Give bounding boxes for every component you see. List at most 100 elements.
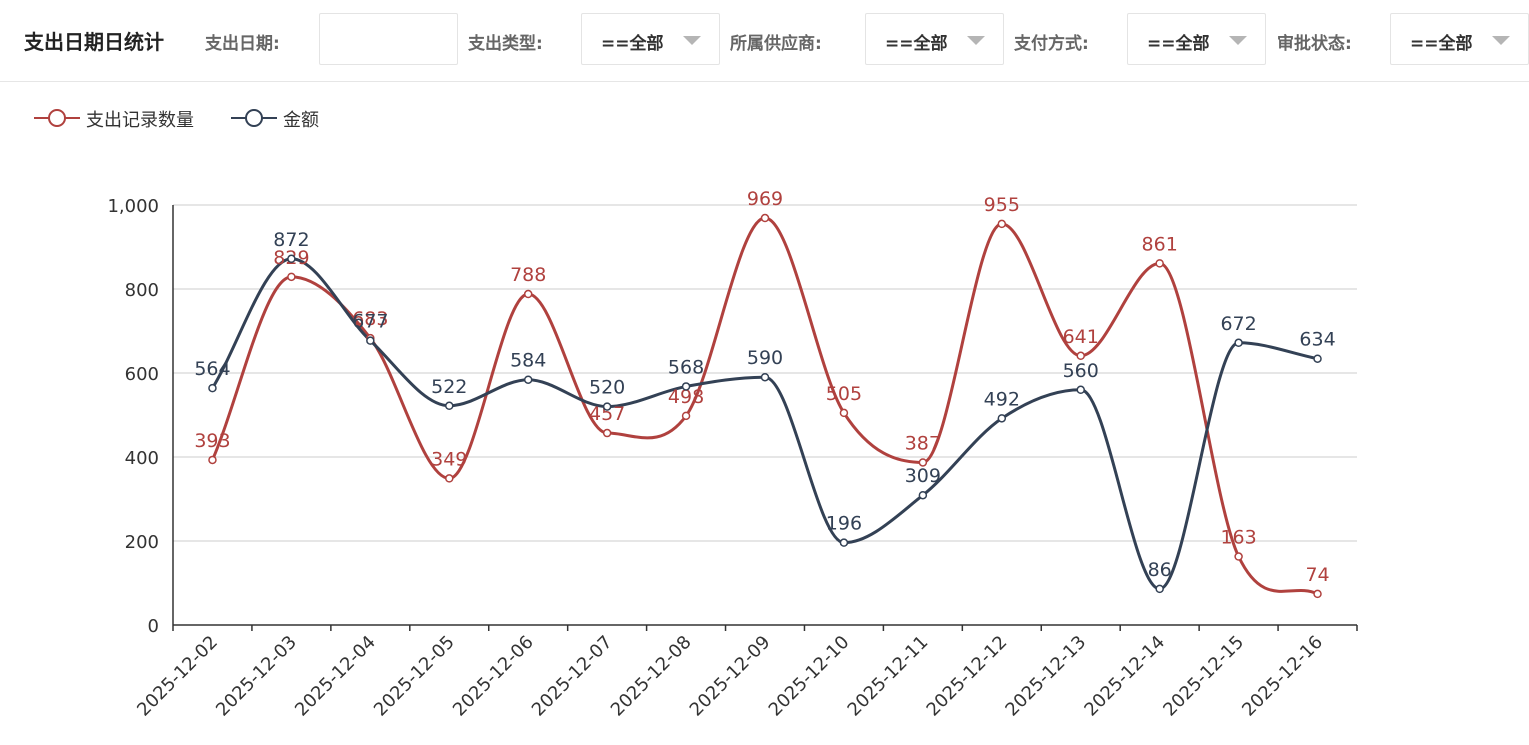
- approval-select[interactable]: ==全部: [1390, 13, 1529, 65]
- supplier-select[interactable]: ==全部: [865, 13, 1004, 65]
- legend-item-amount[interactable]: 金额: [231, 104, 331, 132]
- payment-select[interactable]: ==全部: [1127, 13, 1266, 65]
- y-tick-label: 0: [148, 616, 159, 637]
- data-label: 457: [589, 403, 625, 425]
- y-tick-label: 400: [125, 448, 159, 469]
- legend-line-circle-icon: [34, 109, 80, 127]
- chevron-down-icon: [1492, 36, 1510, 45]
- x-tick-label: 2025-12-11: [844, 632, 933, 721]
- y-tick-label: 200: [125, 532, 159, 553]
- data-label: 861: [1142, 233, 1178, 255]
- x-tick-label: 2025-12-14: [1080, 632, 1169, 721]
- type-select-value: ==全部: [601, 34, 664, 54]
- data-label: 163: [1220, 527, 1256, 549]
- data-point: [523, 289, 533, 299]
- data-point: [1313, 354, 1322, 363]
- data-point: [1076, 351, 1085, 361]
- data-point: [839, 408, 849, 418]
- type-select[interactable]: ==全部: [581, 13, 720, 65]
- date-input[interactable]: [319, 13, 458, 65]
- data-point: [1155, 259, 1164, 268]
- y-tick-label: 800: [125, 280, 159, 301]
- line-chart: 02004006008001,0002025-12-022025-12-0320…: [107, 188, 1358, 721]
- data-label: 969: [747, 188, 783, 210]
- data-point: [366, 336, 375, 345]
- data-point: [445, 401, 454, 411]
- x-tick-label: 2025-12-10: [765, 632, 854, 721]
- y-tick-label: 1,000: [107, 196, 159, 217]
- chevron-down-icon: [967, 36, 985, 45]
- data-point: [1313, 589, 1322, 599]
- data-label: 520: [589, 377, 625, 399]
- data-label: 86: [1148, 559, 1172, 581]
- x-tick-label: 2025-12-13: [1001, 632, 1090, 721]
- data-point: [1155, 584, 1164, 594]
- data-label: 683: [352, 308, 388, 330]
- x-tick-label: 2025-12-09: [686, 632, 775, 721]
- data-point: [997, 414, 1007, 423]
- x-tick-label: 2025-12-15: [1159, 632, 1248, 721]
- x-tick-label: 2025-12-07: [528, 632, 617, 721]
- data-label: 872: [273, 229, 309, 251]
- filter-label-payment: 支付方式:: [1014, 34, 1089, 54]
- data-label: 641: [1063, 326, 1099, 348]
- x-tick-label: 2025-12-03: [212, 632, 301, 721]
- x-tick-label: 2025-12-16: [1238, 632, 1327, 721]
- filter-label-date: 支出日期:: [205, 34, 280, 54]
- data-label: 492: [984, 388, 1020, 410]
- filter-bar: 支出日期日统计 支出日期: 支出类型: ==全部 所属供应商: ==全部 支付方…: [0, 0, 1529, 82]
- legend-item-count[interactable]: 支出记录数量: [34, 104, 219, 132]
- page-title: 支出日期日统计: [24, 30, 164, 54]
- data-point: [602, 402, 612, 411]
- data-label: 672: [1220, 313, 1256, 335]
- filter-label-approval: 审批状态:: [1277, 34, 1352, 54]
- filter-label-supplier: 所属供应商:: [730, 34, 822, 54]
- data-label: 568: [668, 356, 704, 378]
- x-tick-label: 2025-12-04: [291, 632, 380, 721]
- y-tick-label: 600: [125, 364, 159, 385]
- data-label: 505: [826, 383, 862, 405]
- data-label: 788: [510, 264, 546, 286]
- data-point: [760, 372, 770, 382]
- payment-select-value: ==全部: [1147, 34, 1210, 54]
- data-point: [918, 490, 928, 500]
- data-label: 349: [431, 448, 467, 470]
- data-point: [523, 375, 533, 384]
- data-label: 309: [905, 465, 941, 487]
- data-label: 560: [1063, 360, 1099, 382]
- chevron-down-icon: [1229, 36, 1247, 45]
- data-label: 584: [510, 350, 546, 372]
- data-point: [681, 382, 691, 391]
- legend-label-amount: 金额: [283, 110, 319, 131]
- data-point: [1234, 552, 1243, 561]
- data-point: [918, 458, 928, 467]
- x-tick-label: 2025-12-08: [607, 632, 696, 721]
- series-line: [211, 216, 1319, 596]
- approval-select-value: ==全部: [1410, 34, 1473, 54]
- data-point: [208, 383, 217, 393]
- data-label: 590: [747, 347, 783, 369]
- legend-label-count: 支出记录数量: [86, 110, 194, 131]
- data-point: [602, 428, 612, 438]
- data-point: [208, 455, 217, 465]
- data-label: 196: [826, 513, 862, 535]
- data-label: 634: [1299, 329, 1335, 351]
- data-label: 677: [352, 311, 388, 333]
- data-label: 387: [905, 432, 941, 454]
- data-label: 498: [668, 386, 704, 408]
- data-point: [839, 538, 849, 547]
- data-label: 955: [984, 194, 1020, 216]
- data-point: [997, 219, 1007, 229]
- x-tick-label: 2025-12-02: [133, 632, 222, 721]
- supplier-select-value: ==全部: [885, 34, 948, 54]
- data-label: 564: [194, 358, 230, 380]
- data-point: [287, 272, 296, 282]
- data-label: 393: [194, 430, 230, 452]
- data-label: 74: [1305, 564, 1329, 586]
- x-tick-label: 2025-12-05: [370, 632, 459, 721]
- data-point: [287, 254, 296, 264]
- data-point: [445, 474, 454, 483]
- chevron-down-icon: [683, 36, 701, 45]
- legend-line-circle-icon: [231, 109, 277, 127]
- data-point: [760, 213, 770, 223]
